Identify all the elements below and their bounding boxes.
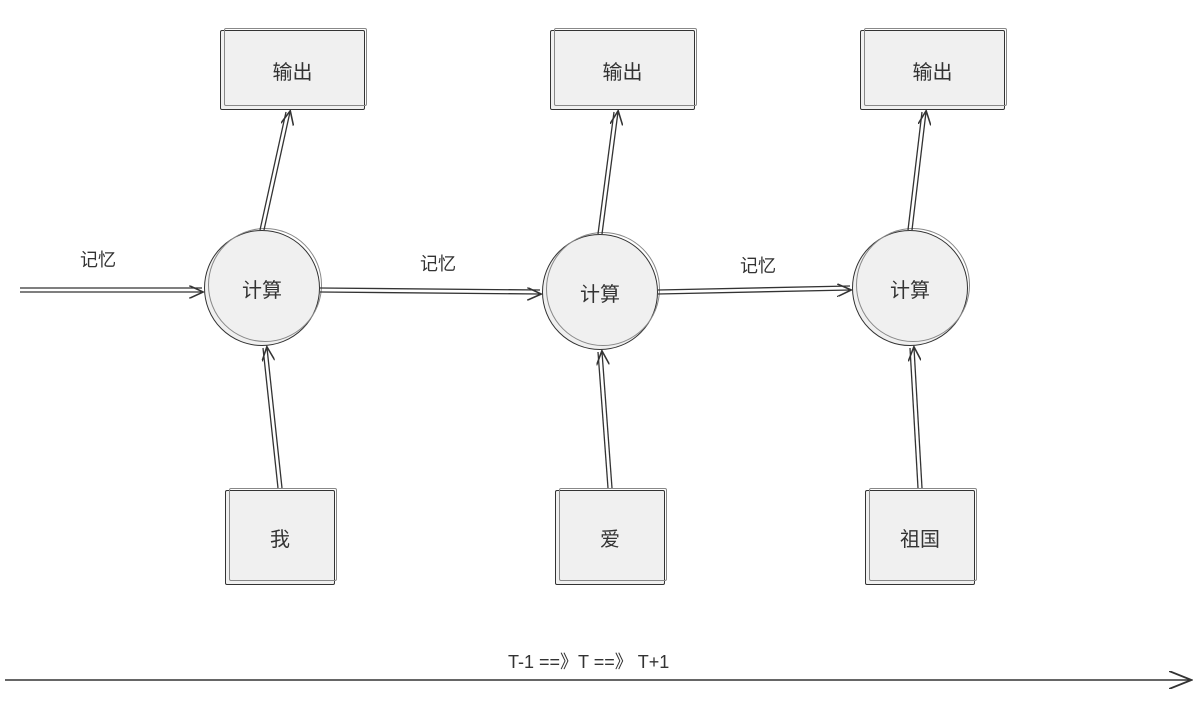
- edge-calc3-to-output3: [908, 112, 926, 230]
- output-label-1: 输出: [273, 56, 313, 85]
- edge-calc1-to-calc2: [320, 288, 540, 294]
- edge-input3-to-calc3: [910, 348, 922, 488]
- input-label-2: 爱: [600, 523, 620, 552]
- edge-calc1-to-output1: [260, 112, 290, 230]
- compute-node-3: 计算: [852, 230, 968, 346]
- edge-calc2-to-output2: [598, 112, 618, 234]
- output-label-3: 输出: [913, 56, 953, 85]
- edge-mem-to-calc1: [20, 288, 202, 292]
- memory-label-3: 记忆: [740, 252, 776, 278]
- compute-node-2: 计算: [542, 234, 658, 350]
- input-box-1: 我: [225, 490, 335, 585]
- input-label-1: 我: [270, 523, 290, 552]
- compute-label-2: 计算: [580, 278, 620, 307]
- memory-label-1: 记忆: [80, 246, 116, 272]
- input-label-3: 祖国: [900, 523, 940, 552]
- edge-calc2-to-calc3: [658, 286, 850, 294]
- output-box-2: 输出: [550, 30, 695, 110]
- input-box-2: 爱: [555, 490, 665, 585]
- compute-label-1: 计算: [242, 274, 282, 303]
- memory-label-2: 记忆: [420, 250, 456, 276]
- input-box-3: 祖国: [865, 490, 975, 585]
- output-box-3: 输出: [860, 30, 1005, 110]
- compute-node-1: 计算: [204, 230, 320, 346]
- timeline-label: T-1 ==》T ==》 T+1: [508, 648, 669, 674]
- output-label-2: 输出: [603, 56, 643, 85]
- output-box-1: 输出: [220, 30, 365, 110]
- edge-input1-to-calc1: [263, 348, 282, 488]
- compute-label-3: 计算: [890, 274, 930, 303]
- edge-input2-to-calc2: [598, 352, 612, 488]
